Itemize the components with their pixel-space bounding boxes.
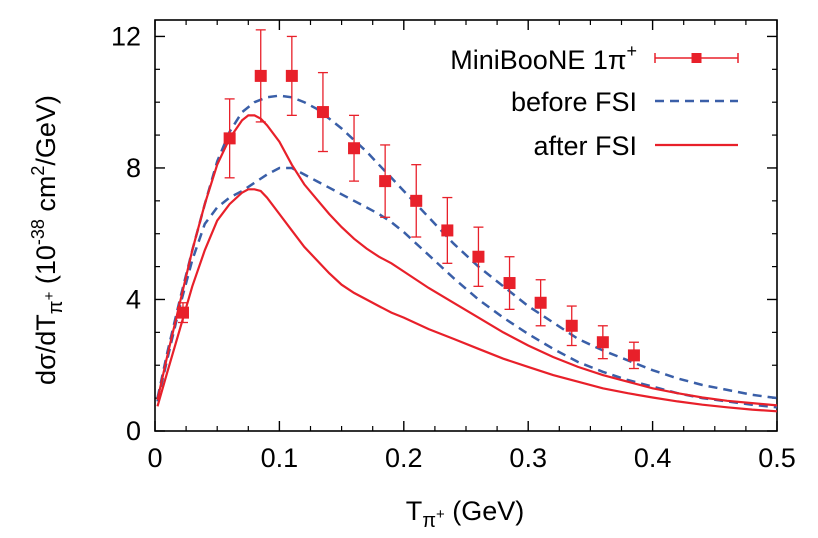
y-axis-title-unit-close: /GeV) — [31, 95, 61, 166]
x-tick-label: 0.1 — [261, 443, 299, 473]
legend-item-data: MiniBooNE 1π+ — [450, 41, 739, 75]
legend-label-data-sup: + — [626, 41, 637, 61]
y-tick-labels: 0 4 8 12 — [111, 21, 141, 446]
y-tick-label: 4 — [126, 284, 141, 314]
y-tick-label: 8 — [126, 153, 141, 183]
data-point — [627, 349, 640, 362]
data-point — [379, 175, 392, 188]
x-axis-title: Tπ+ (GeV) — [406, 496, 525, 532]
curve-before-fsi — [156, 94, 778, 400]
curve-after-fsi-lower- — [156, 188, 778, 413]
data-point — [534, 296, 547, 309]
y-axis-title: dσ/dTπ+ (10-38 cm2/GeV) — [28, 95, 67, 385]
data-point — [596, 336, 609, 349]
legend: MiniBooNE 1π+ before FSI after FSI — [450, 41, 739, 161]
y-axis-title-unit-mid: cm — [31, 176, 61, 220]
legend-label-after-fsi: after FSI — [533, 131, 637, 161]
axis-ticks — [154, 20, 778, 432]
data-point — [254, 69, 267, 82]
x-tick-label: 0.5 — [758, 443, 796, 473]
x-tick-label: 0.4 — [634, 443, 672, 473]
legend-swatch-data-marker — [691, 53, 702, 63]
legend-label-data-text: MiniBooNE 1π — [450, 45, 626, 75]
legend-label-data: MiniBooNE 1π+ — [450, 41, 637, 75]
y-axis-title-subsup: + — [41, 291, 58, 300]
curves — [156, 94, 778, 413]
x-tick-label: 0.2 — [385, 443, 423, 473]
data-points — [176, 29, 640, 370]
y-axis-title-sub: π — [45, 300, 67, 314]
data-point — [285, 69, 298, 82]
x-axis-title-sub: π — [422, 510, 436, 532]
data-point — [176, 306, 189, 319]
y-axis-title-unit-exp2: 2 — [28, 166, 48, 176]
plot-frame — [154, 19, 778, 432]
y-axis-title-prefix: dσ/dT — [31, 314, 61, 385]
x-tick-labels: 0 0.1 0.2 0.3 0.4 0.5 — [147, 443, 795, 473]
curve-after-fsi — [156, 114, 778, 407]
data-point — [410, 194, 423, 207]
curve-before-fsi-lower- — [156, 166, 778, 409]
y-tick-label: 12 — [111, 21, 141, 51]
x-axis-title-unit: (GeV) — [445, 496, 525, 526]
data-point — [223, 132, 236, 145]
data-point — [316, 106, 329, 119]
y-tick-label: 0 — [126, 416, 141, 446]
data-point — [472, 250, 485, 263]
data-point — [503, 277, 516, 290]
data-point — [441, 224, 454, 237]
legend-item-before-fsi: before FSI — [511, 87, 738, 117]
x-axis-title-subsup: + — [436, 506, 445, 523]
data-point — [348, 142, 361, 155]
legend-item-after-fsi: after FSI — [533, 131, 738, 161]
y-axis-title-unit-exp: -38 — [28, 219, 48, 245]
data-point — [565, 319, 578, 332]
x-tick-label: 0 — [147, 443, 162, 473]
y-axis-title-unit-open: (10 — [31, 245, 61, 292]
x-tick-label: 0.3 — [509, 443, 547, 473]
x-axis-title-base: T — [406, 496, 423, 526]
legend-label-before-fsi: before FSI — [511, 87, 637, 117]
